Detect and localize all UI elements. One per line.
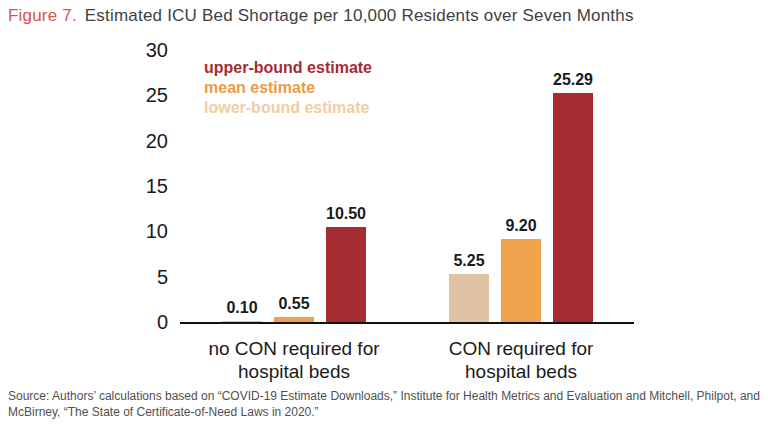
bar-lower-bound-group2 (449, 274, 489, 322)
bar-value-label: 25.29 (553, 70, 593, 89)
source-line-1: Source: Authors’ calculations based on “… (8, 388, 764, 404)
x-axis-category-label: no CON required forhospital beds (208, 337, 379, 383)
bar-upper-bound-group2 (553, 93, 593, 322)
bar-upper-bound-group1 (326, 227, 366, 322)
y-axis-tick-label: 15 (104, 176, 168, 196)
y-axis-tick-label: 0 (104, 312, 168, 332)
x-axis-category-line: hospital beds (449, 360, 594, 383)
y-axis-tick-label: 10 (104, 221, 168, 241)
legend-item-mean: mean estimate (204, 78, 372, 98)
bar-value-label: 10.50 (326, 204, 366, 223)
x-axis-line (180, 322, 634, 324)
y-axis-tick-label: 25 (104, 85, 168, 105)
figure-number: Figure 7. (8, 6, 77, 25)
figure-title: Figure 7. Estimated ICU Bed Shortage per… (8, 6, 634, 26)
bar-value-label: 5.25 (453, 251, 484, 270)
y-axis-tick-label: 20 (104, 131, 168, 151)
bar-value-label: 0.10 (226, 298, 257, 317)
chart-legend: upper-bound estimatemean estimatelower-b… (204, 58, 372, 118)
figure-title-text: Estimated ICU Bed Shortage per 10,000 Re… (85, 6, 634, 25)
bar-value-label: 0.55 (278, 294, 309, 313)
x-axis-category-line: CON required for (449, 337, 594, 360)
x-axis-category-line: no CON required for (208, 337, 379, 360)
source-note: Source: Authors’ calculations based on “… (8, 388, 764, 420)
source-line-2: McBirney, “The State of Certificate-of-N… (8, 404, 764, 420)
legend-item-lower-bound: lower-bound estimate (204, 98, 372, 118)
bar-value-label: 9.20 (505, 216, 536, 235)
y-axis-tick-label: 5 (104, 267, 168, 287)
y-axis-tick-label: 30 (104, 40, 168, 60)
bar-mean-group2 (501, 239, 541, 322)
x-axis-category-line: hospital beds (208, 360, 379, 383)
x-axis-category-label: CON required forhospital beds (449, 337, 594, 383)
legend-item-upper-bound: upper-bound estimate (204, 58, 372, 78)
bar-mean-group1 (274, 317, 314, 322)
bar-lower-bound-group1 (222, 321, 262, 322)
